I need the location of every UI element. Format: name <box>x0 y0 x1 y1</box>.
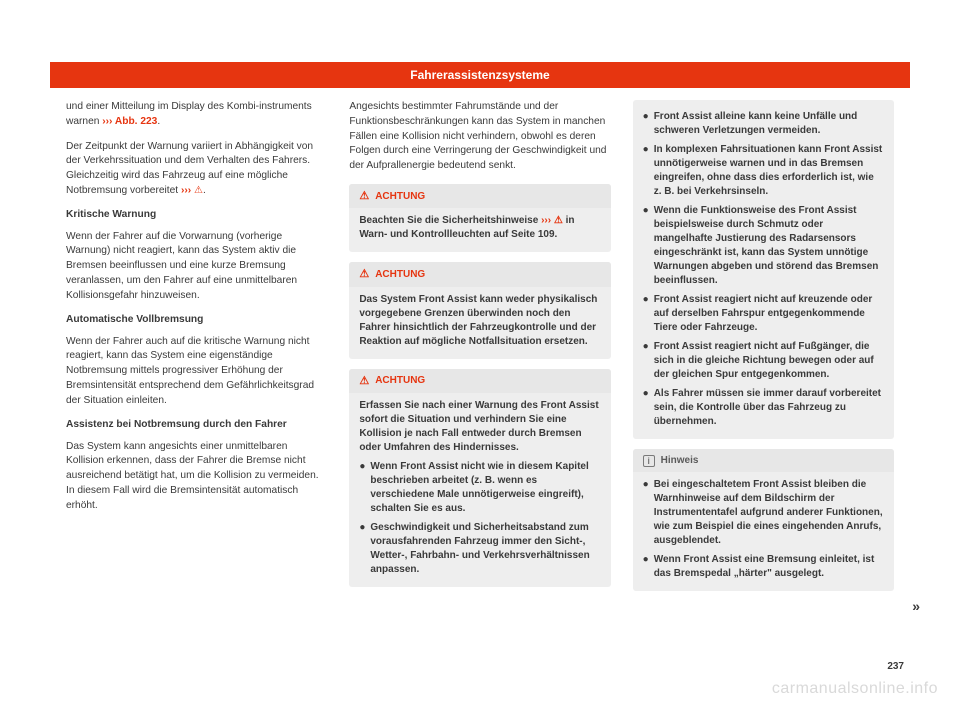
paragraph: Angesichts bestimmter Fahrumstände und d… <box>349 100 610 174</box>
text: . <box>157 116 160 127</box>
warning-triangle-icon: ⚠ <box>359 374 369 389</box>
achtung-box-continued: ●Front Assist alleine kann keine Unfälle… <box>633 100 894 439</box>
bullet-icon: ● <box>643 204 649 288</box>
bullet: Wenn Front Assist nicht wie in diesem Ka… <box>370 460 600 516</box>
bullet-icon: ● <box>643 553 649 581</box>
text: Beachten Sie die Sicherheitshinweise <box>359 215 541 226</box>
text: . <box>203 185 206 196</box>
hinweis-box: i Hinweis ●Bei eingeschaltetem Front Ass… <box>633 449 894 591</box>
bullet: Wenn die Funktionsweise des Front Assist… <box>654 204 884 288</box>
ref-link: ››› <box>541 215 551 226</box>
warning-triangle-icon: ⚠ <box>359 267 369 282</box>
bullet-icon: ● <box>643 340 649 382</box>
achtung-header: ⚠ ACHTUNG <box>349 184 610 208</box>
page-number: 237 <box>887 661 904 672</box>
ref-link: ››› <box>181 185 191 196</box>
watermark: carmanualsonline.info <box>772 680 938 698</box>
subheading: Kritische Warnung <box>66 209 327 220</box>
bullet-icon: ● <box>643 478 649 548</box>
hinweis-header: i Hinweis <box>633 449 894 472</box>
achtung-header: ⚠ ACHTUNG <box>349 369 610 393</box>
bullet: Bei eingeschaltetem Front Assist bleiben… <box>654 478 884 548</box>
achtung-title: ACHTUNG <box>375 268 425 282</box>
bullet: Front Assist reagiert nicht auf Fußgänge… <box>654 340 884 382</box>
achtung-body: Das System Front Assist kann weder physi… <box>359 293 600 349</box>
achtung-title: ACHTUNG <box>375 190 425 204</box>
bullet: Als Fahrer müssen sie immer darauf vorbe… <box>654 387 884 429</box>
paragraph: Wenn der Fahrer auf die Vorwarnung (vorh… <box>66 230 327 304</box>
manual-page: Fahrerassistenzsysteme und einer Mitteil… <box>0 0 960 708</box>
bullet-icon: ● <box>643 387 649 429</box>
paragraph: Der Zeitpunkt der Warnung variiert in Ab… <box>66 140 327 199</box>
paragraph: und einer Mitteilung im Display des Komb… <box>66 100 327 130</box>
achtung-body: Erfassen Sie nach einer Warnung des Fron… <box>359 399 600 577</box>
bullet-icon: ● <box>643 110 649 138</box>
bullet: Erfassen Sie nach einer Warnung des Fron… <box>359 399 600 455</box>
bullet: Front Assist alleine kann keine Unfälle … <box>654 110 884 138</box>
warning-triangle-icon: ⚠ <box>554 214 563 228</box>
column-1: und einer Mitteilung im Display des Komb… <box>66 100 327 648</box>
warning-triangle-icon: ⚠ <box>194 184 203 199</box>
achtung-box: ⚠ ACHTUNG Beachten Sie die Sicherheitshi… <box>349 184 610 252</box>
text-columns: und einer Mitteilung im Display des Komb… <box>66 100 894 648</box>
bullet: Wenn Front Assist eine Bremsung einleite… <box>654 553 884 581</box>
column-3: ●Front Assist alleine kann keine Unfälle… <box>633 100 894 648</box>
achtung-header: ⚠ ACHTUNG <box>349 262 610 286</box>
section-title: Fahrerassistenzsysteme <box>410 68 549 82</box>
bullet-icon: ● <box>359 460 365 516</box>
bullet: Front Assist reagiert nicht auf kreuzend… <box>654 293 884 335</box>
achtung-body: ●Front Assist alleine kann keine Unfälle… <box>643 110 884 429</box>
subheading: Automatische Vollbremsung <box>66 314 327 325</box>
achtung-body: Beachten Sie die Sicherheitshinweise ›››… <box>359 214 600 242</box>
paragraph: Wenn der Fahrer auch auf die kritische W… <box>66 335 327 409</box>
info-icon: i <box>643 455 655 467</box>
section-header-bar: Fahrerassistenzsysteme <box>50 62 910 88</box>
bullet: Geschwindigkeit und Sicherheitsabstand z… <box>370 521 600 577</box>
warning-triangle-icon: ⚠ <box>359 189 369 204</box>
achtung-title: ACHTUNG <box>375 374 425 388</box>
ref-link: ››› Abb. 223 <box>102 116 157 127</box>
achtung-box: ⚠ ACHTUNG Erfassen Sie nach einer Warnun… <box>349 369 610 587</box>
subheading: Assistenz bei Notbremsung durch den Fahr… <box>66 419 327 430</box>
bullet: In komplexen Fahrsituationen kann Front … <box>654 143 884 199</box>
bullet-icon: ● <box>359 521 365 577</box>
hinweis-title: Hinweis <box>661 454 699 468</box>
text: Das System Front Assist kann weder physi… <box>359 293 600 349</box>
continuation-mark: » <box>912 598 920 614</box>
hinweis-body: ●Bei eingeschaltetem Front Assist bleibe… <box>643 478 884 581</box>
paragraph: Das System kann angesichts einer unmitte… <box>66 440 327 514</box>
bullet-icon: ● <box>643 143 649 199</box>
achtung-box: ⚠ ACHTUNG Das System Front Assist kann w… <box>349 262 610 358</box>
column-2: Angesichts bestimmter Fahrumstände und d… <box>349 100 610 648</box>
bullet-icon: ● <box>643 293 649 335</box>
